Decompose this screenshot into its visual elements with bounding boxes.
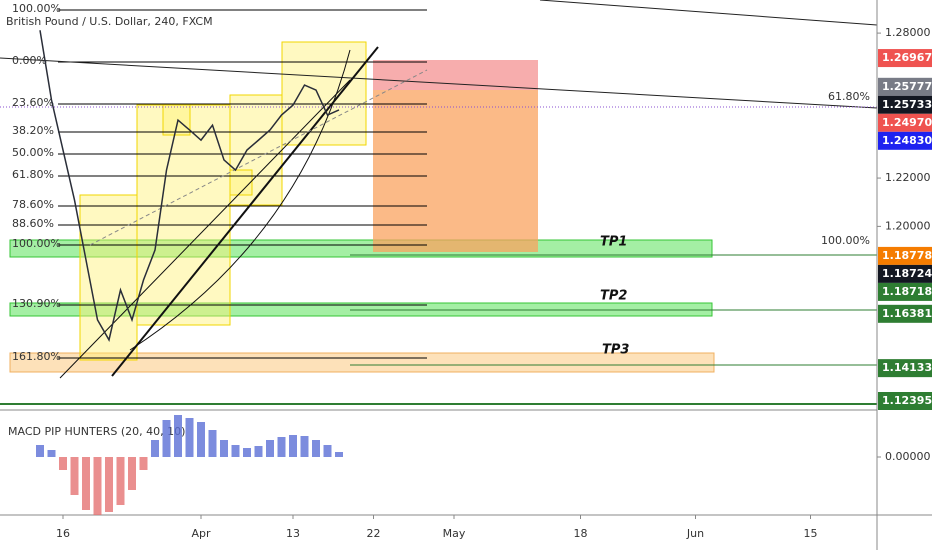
macd-bar	[151, 440, 159, 457]
fib-annotation: 61.80%	[828, 90, 870, 103]
price-tag	[878, 359, 932, 378]
trend-line	[539, 0, 878, 26]
x-tick-label: 15	[804, 527, 818, 540]
price-tag	[878, 246, 932, 265]
macd-bar	[36, 445, 44, 457]
macd-bar	[59, 457, 67, 470]
macd-bar	[220, 440, 228, 457]
macd-bar	[174, 415, 182, 457]
price-tag-label: 1.18778	[882, 249, 932, 262]
trend-line	[89, 69, 428, 246]
price-tag-label: 1.26967	[882, 51, 932, 64]
price-tag	[878, 264, 932, 283]
fib-label: 0.00%	[12, 54, 47, 67]
fib-label: 161.80%	[12, 350, 61, 363]
macd-bar	[243, 448, 251, 457]
price-tag	[878, 113, 932, 132]
macd-bar	[93, 457, 102, 515]
indicator-title: MACD PIP HUNTERS (20, 40, 10)	[8, 425, 185, 438]
fib-annotation: 100.00%	[821, 234, 870, 247]
macd-bar	[231, 445, 240, 457]
fib-label: 38.20%	[12, 124, 54, 137]
x-tick-label: 18	[574, 527, 588, 540]
price-tag-label: 1.16381	[882, 307, 932, 320]
x-tick-label: Jun	[686, 527, 704, 540]
fib-label: 130.90%	[12, 297, 61, 310]
target-box	[373, 90, 538, 252]
macd-bar	[289, 435, 297, 457]
fib-label: 88.60%	[12, 217, 54, 230]
macd-bar	[82, 457, 90, 510]
price-tag-label: 1.12395	[882, 394, 932, 407]
price-tag	[878, 77, 932, 96]
fib-label: 100.00%	[12, 2, 61, 15]
trend-line	[0, 57, 878, 109]
fib-label: 100.00%	[12, 237, 61, 250]
macd-bar	[335, 452, 343, 457]
macd-bar	[208, 430, 217, 457]
price-tag-label: 1.25777	[882, 80, 932, 93]
price-tag	[878, 282, 932, 301]
macd-bar	[128, 457, 136, 490]
price-tag	[878, 49, 932, 68]
macd-bar	[70, 457, 79, 495]
y-tick-label: 1.20000	[885, 219, 931, 232]
tp-label: TP1	[600, 235, 627, 250]
y-tick-label: 0.00000	[885, 450, 931, 463]
fib-label: 50.00%	[12, 146, 54, 159]
macd-bar	[197, 422, 205, 457]
macd-bar	[47, 450, 56, 457]
macd-bar	[105, 457, 113, 512]
macd-bar	[116, 457, 125, 505]
price-tag	[878, 392, 932, 410]
price-tag-label: 1.14133	[882, 361, 932, 374]
macd-bar	[323, 445, 332, 457]
price-tag-label: 1.25733	[882, 98, 932, 111]
price-tag-label: 1.18718	[882, 285, 932, 298]
macd-bar	[139, 457, 148, 470]
fib-label: 78.60%	[12, 198, 54, 211]
curve	[129, 49, 351, 351]
macd-bar	[185, 418, 194, 457]
x-tick-label: 13	[286, 527, 300, 540]
chart-title: British Pound / U.S. Dollar, 240, FXCM	[6, 15, 213, 28]
price-tag	[878, 131, 932, 150]
y-tick-label: 1.22000	[885, 171, 931, 184]
macd-bar	[300, 436, 309, 457]
x-tick-label: 16	[56, 527, 70, 540]
macd-bar	[162, 420, 171, 457]
stop-box	[373, 60, 538, 90]
tp-label: TP2	[600, 289, 627, 304]
x-tick-label: 22	[367, 527, 381, 540]
fib-lines	[58, 9, 427, 359]
trend-line	[59, 79, 351, 379]
y-tick-label: 1.28000	[885, 26, 931, 39]
macd-bar	[254, 446, 263, 457]
price-tag-label: 1.24970	[882, 116, 932, 129]
price-tag	[878, 304, 932, 323]
fib-label: 23.60%	[12, 96, 54, 109]
macd-bar	[266, 440, 274, 457]
price-tag	[878, 95, 932, 114]
price-line	[39, 30, 340, 342]
price-tag-label: 1.18724	[882, 267, 932, 280]
price-tag-label: 1.24830	[882, 134, 932, 147]
x-tick-label: Apr	[191, 527, 211, 540]
macd-bar	[277, 437, 286, 457]
tp-label: TP3	[602, 343, 629, 358]
x-tick-label: May	[443, 527, 466, 540]
macd-bar	[312, 440, 320, 457]
fib-label: 61.80%	[12, 168, 54, 181]
